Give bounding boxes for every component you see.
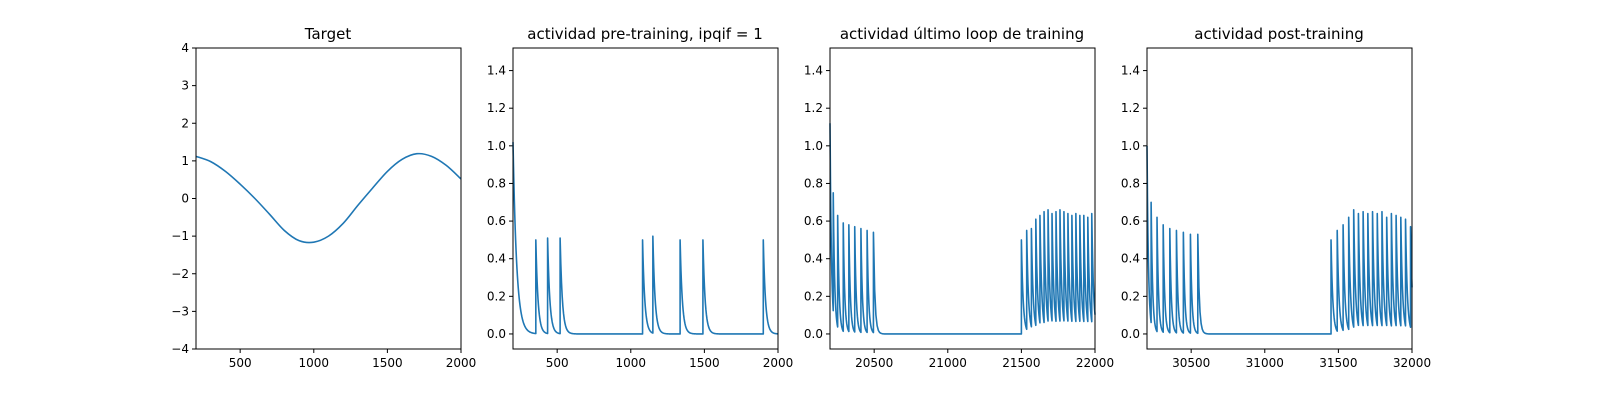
chart-title: actividad pre-training, ipqif = 1 <box>527 25 763 43</box>
y-tick-label: 0.2 <box>804 289 823 303</box>
x-tick-label: 21000 <box>929 356 967 370</box>
x-tick-label: 1500 <box>689 356 720 370</box>
x-tick-label: 2000 <box>446 356 477 370</box>
y-tick-label: 0.0 <box>804 327 823 341</box>
y-tick-label: 1.2 <box>487 101 506 115</box>
axis-ticks: 30500 31000 31500 32000 0.0 0.2 0.4 0.6 0.8 1.0 1.… <box>1121 64 1431 370</box>
y-tick-label: 1.4 <box>1121 64 1140 78</box>
y-tick-label: 0.2 <box>487 289 506 303</box>
axis-ticks: 500 1000 1500 2000 −4 −3 −2 −1 0 1 2 3 4 <box>171 41 476 370</box>
y-tick-label: 1.0 <box>487 139 506 153</box>
axes-frame <box>829 47 1096 350</box>
y-tick-label: 0 <box>181 192 189 206</box>
x-tick-label: 21500 <box>1002 356 1040 370</box>
y-tick-label: 0.4 <box>1121 252 1140 266</box>
axes-frame <box>1146 47 1413 350</box>
series-line <box>829 123 1096 335</box>
axis-ticks: 20500 21000 21500 22000 0.0 0.2 0.4 0.6 0.8 1.0 1.… <box>804 64 1114 370</box>
y-tick-label: −4 <box>171 342 189 356</box>
y-tick-label: 1.2 <box>1121 101 1140 115</box>
y-tick-label: 0.8 <box>487 176 506 190</box>
y-tick-label: 0.0 <box>487 327 506 341</box>
subplot-last-training-loop: actividad último loop de training 20500 2… <box>804 25 1114 370</box>
x-tick-label: 22000 <box>1076 356 1114 370</box>
y-tick-label: 2 <box>181 116 189 130</box>
x-tick-label: 30500 <box>1172 356 1210 370</box>
y-tick-label: −3 <box>171 304 189 318</box>
series-line <box>512 142 779 335</box>
x-tick-label: 31000 <box>1246 356 1284 370</box>
x-tick-label: 2000 <box>763 356 794 370</box>
y-tick-label: −2 <box>171 267 189 281</box>
y-tick-label: 0.8 <box>1121 176 1140 190</box>
y-tick-label: 0.6 <box>804 214 823 228</box>
y-tick-label: 1.0 <box>1121 139 1140 153</box>
y-tick-label: 0.6 <box>487 214 506 228</box>
axes-frame <box>195 47 462 350</box>
y-tick-label: −1 <box>171 229 189 243</box>
axes-frame <box>512 47 779 350</box>
y-tick-label: 1.0 <box>804 139 823 153</box>
subplot-post-training: actividad post-training 30500 31000 31500 3… <box>1121 25 1431 370</box>
series-line <box>1146 145 1413 335</box>
y-tick-label: 0.4 <box>804 252 823 266</box>
chart-title: Target <box>304 25 352 43</box>
y-tick-label: 1.4 <box>804 64 823 78</box>
x-tick-label: 500 <box>229 356 252 370</box>
subplot-target: Target 500 1000 1500 2000 −4 −3 −2 −1 0 1 2 3 4 <box>171 25 476 370</box>
y-tick-label: 4 <box>181 41 189 55</box>
x-tick-label: 20500 <box>855 356 893 370</box>
x-tick-label: 1000 <box>616 356 647 370</box>
y-tick-label: 1.2 <box>804 101 823 115</box>
x-tick-label: 500 <box>546 356 569 370</box>
y-tick-label: 1.4 <box>487 64 506 78</box>
y-tick-label: 0.4 <box>487 252 506 266</box>
x-tick-label: 1500 <box>372 356 403 370</box>
subplot-pre-training: actividad pre-training, ipqif = 1 500 100… <box>487 25 793 370</box>
y-tick-label: 3 <box>181 79 189 93</box>
x-tick-label: 1000 <box>299 356 330 370</box>
series-line <box>195 152 462 244</box>
y-tick-label: 0.8 <box>804 176 823 190</box>
x-tick-label: 32000 <box>1393 356 1431 370</box>
y-tick-label: 0.6 <box>1121 214 1140 228</box>
chart-title: actividad último loop de training <box>840 25 1084 43</box>
axis-ticks: 500 1000 1500 2000 0.0 0.2 0.4 0.6 0.8 1.0 1.2 1.4 <box>487 64 793 370</box>
y-tick-label: 1 <box>181 154 189 168</box>
chart-title: actividad post-training <box>1194 25 1363 43</box>
x-tick-label: 31500 <box>1319 356 1357 370</box>
y-tick-label: 0.0 <box>1121 327 1140 341</box>
y-tick-label: 0.2 <box>1121 289 1140 303</box>
